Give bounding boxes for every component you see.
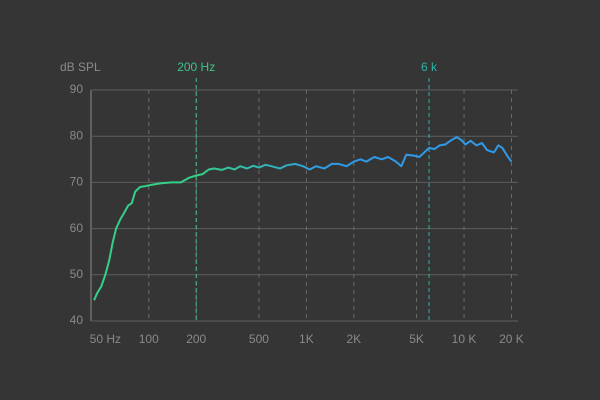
x-tick-label: 2K <box>347 332 362 346</box>
annotation-label: 200 Hz <box>177 60 215 74</box>
y-tick-label: 90 <box>70 82 84 96</box>
y-tick-label: 40 <box>70 313 84 327</box>
x-tick-label: 10 K <box>452 332 477 346</box>
response-line <box>93 136 513 301</box>
y-axis-label: dB SPL <box>60 60 101 74</box>
x-tick-label: 5K <box>409 332 424 346</box>
x-tick-label: 200 <box>186 332 206 346</box>
x-tick-label: 500 <box>249 332 269 346</box>
x-tick-label: 100 <box>139 332 159 346</box>
x-tick-label: 50 Hz <box>90 332 121 346</box>
y-tick-label: 50 <box>70 267 84 281</box>
y-tick-label: 70 <box>70 175 84 189</box>
x-tick-label: 20 K <box>499 332 524 346</box>
y-tick-label: 60 <box>70 221 84 235</box>
y-tick-label: 80 <box>70 128 84 142</box>
annotation-label: 6 k <box>421 60 438 74</box>
x-tick-label: 1K <box>299 332 314 346</box>
